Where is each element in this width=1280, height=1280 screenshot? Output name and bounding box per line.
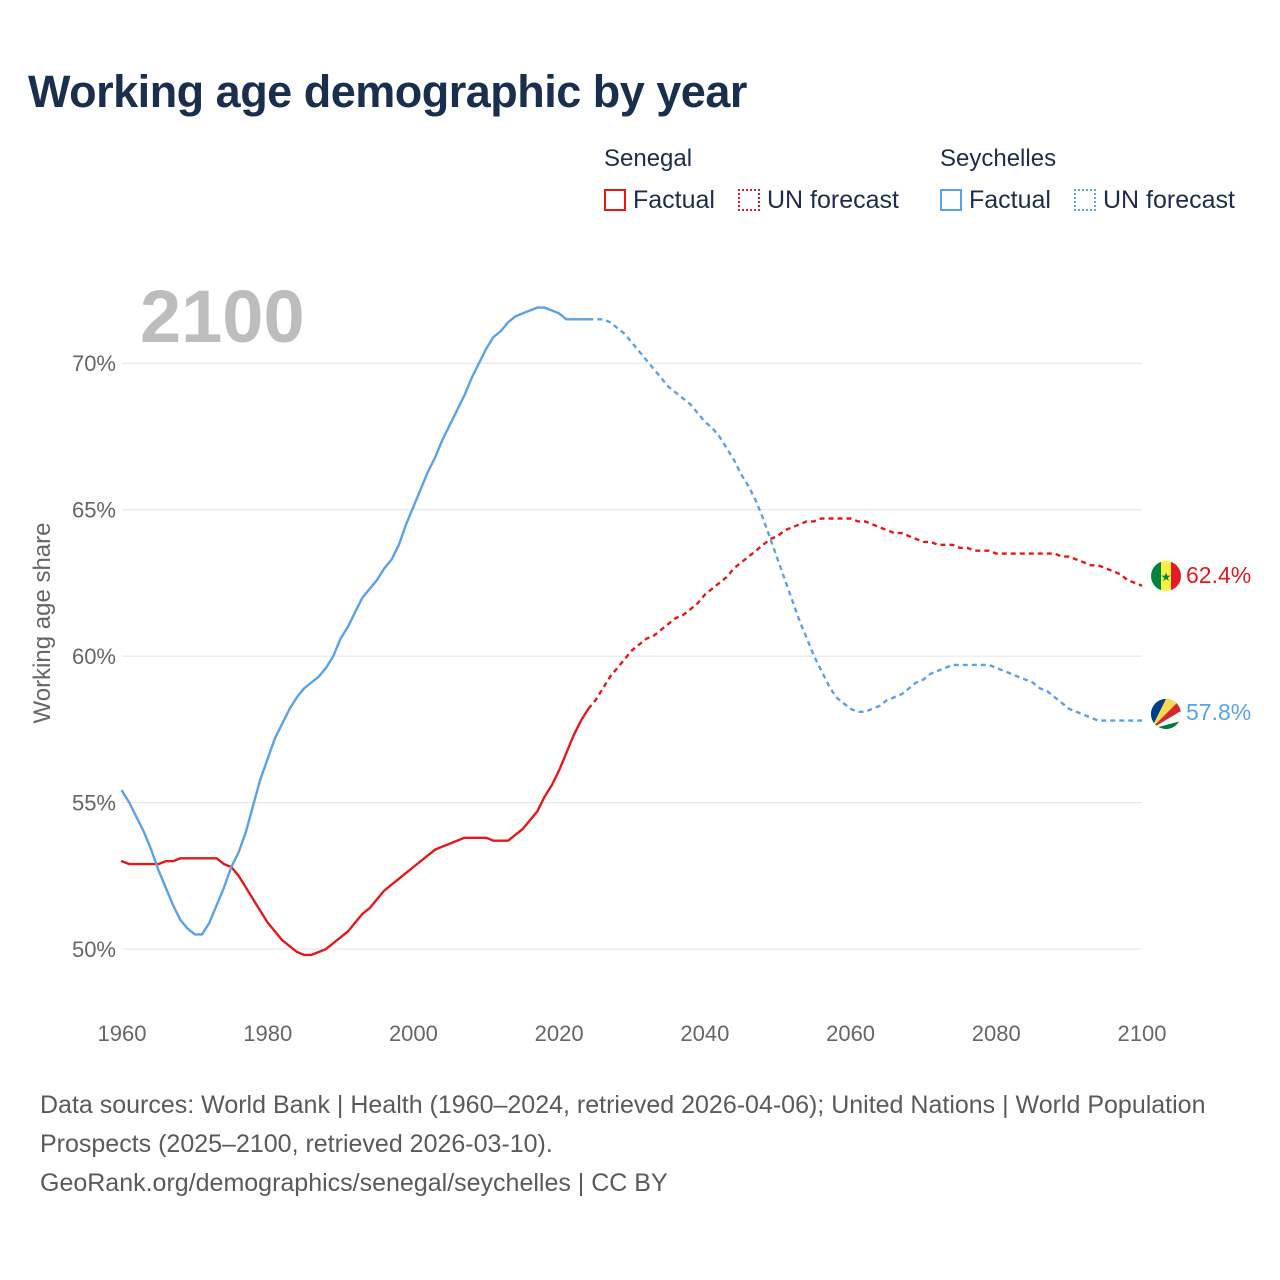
x-tick-label: 2080: [972, 1021, 1021, 1046]
legend-swatch-dotted-icon: [738, 189, 760, 211]
senegal-flag-icon: ★: [1151, 561, 1181, 591]
x-tick-label: 2060: [826, 1021, 875, 1046]
series-line-seychelles-factual[interactable]: [120, 306, 590, 936]
legend-senegal-factual[interactable]: Factual: [604, 186, 715, 214]
legend-group-senegal: Senegal: [604, 145, 693, 172]
seychelles-flag-icon: [1151, 699, 1181, 729]
x-tick-label: 1960: [98, 1021, 147, 1046]
x-tick-label: 2000: [389, 1021, 438, 1046]
legend-swatch-dotted-icon: [1074, 189, 1096, 211]
line-chart: 50% 55% 60% 65% 70% 1960 1980 2000 2020 2040 2060…: [29, 275, 1251, 1046]
x-tick-label: 2100: [1118, 1021, 1167, 1046]
series-lines: [120, 306, 1143, 957]
x-axis-ticks: 1960 1980 2000 2020 2040 2060 2080 2100: [98, 1021, 1167, 1046]
x-tick-label: 2040: [680, 1021, 729, 1046]
y-tick-label: 55%: [72, 791, 116, 816]
y-tick-label: 50%: [72, 937, 116, 962]
source-link[interactable]: GeoRank.org/demographics/senegal/seychel…: [40, 1169, 668, 1197]
legend-label: UN forecast: [767, 185, 899, 214]
legend-label: Factual: [633, 185, 715, 214]
svg-text:★: ★: [1161, 570, 1172, 584]
y-axis-title: Working age share: [29, 523, 56, 724]
legend-seychelles-forecast[interactable]: UN forecast: [1074, 186, 1235, 214]
gridlines: [122, 362, 1142, 950]
y-axis-ticks: 50% 55% 60% 65% 70%: [72, 351, 116, 962]
legend-label: Factual: [969, 185, 1051, 214]
legend-label: UN forecast: [1103, 185, 1235, 214]
y-tick-label: 60%: [72, 644, 116, 669]
end-label-seychelles: 57.8%: [1186, 699, 1251, 725]
chart-title: Working age demographic by year: [28, 66, 747, 117]
year-overlay: 2100: [140, 275, 305, 358]
x-tick-label: 1980: [243, 1021, 292, 1046]
legend-group-seychelles: Seychelles: [940, 145, 1057, 172]
y-tick-label: 70%: [72, 351, 116, 376]
legend-swatch-solid-icon: [940, 189, 962, 211]
series-line-senegal-factual[interactable]: [120, 707, 590, 957]
series-line-senegal-forecast[interactable]: [587, 517, 1143, 710]
footer: Data sources: World Bank | Health (1960–…: [40, 1086, 1220, 1203]
legend-swatch-solid-icon: [604, 189, 626, 211]
x-tick-label: 2020: [535, 1021, 584, 1046]
data-sources: Data sources: World Bank | Health (1960–…: [40, 1091, 1206, 1158]
y-tick-label: 65%: [72, 498, 116, 523]
series-line-seychelles-forecast[interactable]: [588, 318, 1142, 722]
legend-senegal-forecast[interactable]: UN forecast: [738, 186, 899, 214]
legend-seychelles-factual[interactable]: Factual: [940, 186, 1051, 214]
end-label-senegal: 62.4%: [1186, 562, 1251, 588]
